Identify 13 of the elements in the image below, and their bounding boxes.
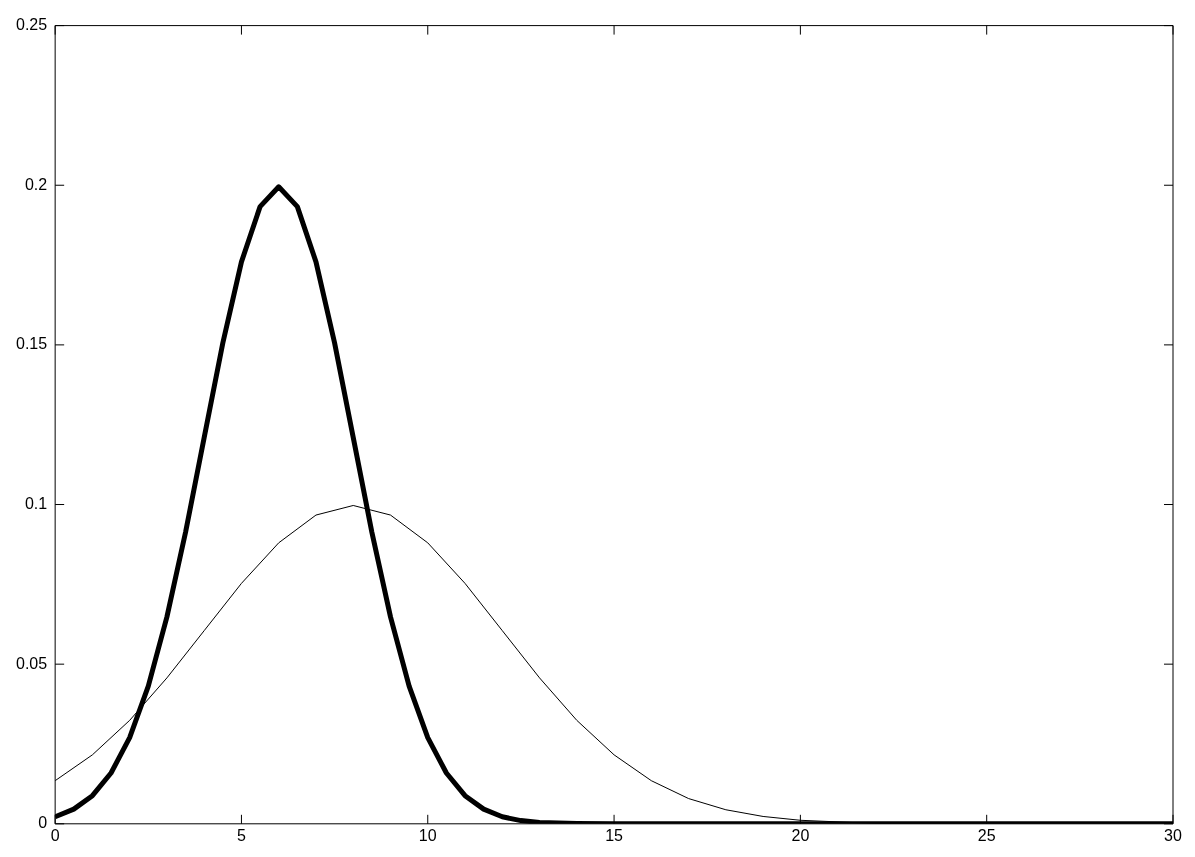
y-tick-label: 0.05 [16,654,48,672]
x-tick-label: 0 [50,826,60,844]
y-tick-label: 0.1 [24,494,48,512]
y-tick-label: 0 [38,814,48,832]
x-tick-label: 15 [605,826,624,844]
y-tick-label: 0.15 [16,335,48,353]
x-tick-label: 20 [791,826,810,844]
x-tick-label: 25 [977,826,996,844]
y-tick-label: 0.25 [16,16,48,34]
x-tick-label: 5 [237,826,246,844]
x-tick-label: 10 [418,826,437,844]
y-tick-label: 0.2 [24,175,48,193]
x-tick-label: 30 [1164,826,1182,844]
